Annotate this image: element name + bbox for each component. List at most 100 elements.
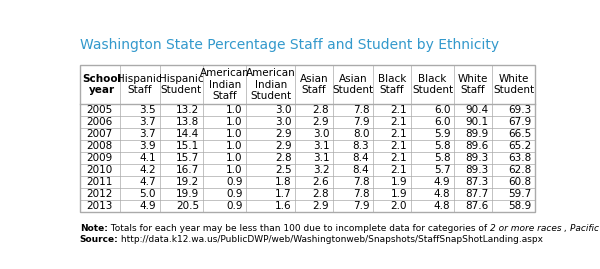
- Text: Totals for each year may be less than 100 due to incomplete data for categories : Totals for each year may be less than 10…: [107, 224, 490, 233]
- Text: 58.9: 58.9: [508, 201, 532, 211]
- Text: 2.0: 2.0: [391, 201, 407, 211]
- Text: 2005: 2005: [86, 105, 113, 115]
- Text: Source:: Source:: [80, 235, 118, 244]
- Text: 2.6: 2.6: [313, 177, 329, 187]
- Text: 4.1: 4.1: [139, 153, 156, 163]
- Text: 13.2: 13.2: [176, 105, 199, 115]
- Text: 2.1: 2.1: [391, 117, 407, 127]
- Text: 2013: 2013: [86, 201, 113, 211]
- Text: 7.8: 7.8: [353, 177, 370, 187]
- Text: 63.8: 63.8: [508, 153, 532, 163]
- Text: 3.1: 3.1: [313, 141, 329, 151]
- Text: Black
Staff: Black Staff: [378, 74, 406, 95]
- Text: 5.8: 5.8: [434, 141, 451, 151]
- Bar: [80, 65, 535, 213]
- Text: 2008: 2008: [86, 141, 113, 151]
- Text: 2.9: 2.9: [313, 117, 329, 127]
- Text: 7.9: 7.9: [353, 117, 370, 127]
- Text: 2.9: 2.9: [275, 141, 292, 151]
- Text: 87.7: 87.7: [465, 189, 488, 199]
- Text: 1.7: 1.7: [275, 189, 292, 199]
- Text: 2.8: 2.8: [313, 105, 329, 115]
- Text: 3.5: 3.5: [139, 105, 156, 115]
- Text: Asian
Student: Asian Student: [332, 74, 374, 95]
- Text: 1.0: 1.0: [226, 105, 242, 115]
- Text: 15.1: 15.1: [176, 141, 199, 151]
- Text: 1.0: 1.0: [226, 129, 242, 139]
- Text: 2.1: 2.1: [391, 153, 407, 163]
- Text: 2012: 2012: [86, 189, 113, 199]
- Text: 19.9: 19.9: [176, 189, 199, 199]
- Text: Washington State Percentage Staff and Student by Ethnicity: Washington State Percentage Staff and St…: [80, 38, 499, 52]
- Text: 90.1: 90.1: [465, 117, 488, 127]
- Text: 5.9: 5.9: [434, 129, 451, 139]
- Text: American
Indian
Student: American Indian Student: [246, 68, 296, 101]
- Text: Pacific Islander: Pacific Islander: [569, 224, 600, 233]
- Text: 62.8: 62.8: [508, 165, 532, 175]
- Text: 2 or more races: 2 or more races: [490, 224, 561, 233]
- Text: 8.4: 8.4: [353, 165, 370, 175]
- Text: 5.7: 5.7: [434, 165, 451, 175]
- Text: 16.7: 16.7: [176, 165, 199, 175]
- Text: Black
Student: Black Student: [412, 74, 453, 95]
- Text: 2.9: 2.9: [275, 129, 292, 139]
- Text: ,: ,: [561, 224, 569, 233]
- Text: 89.6: 89.6: [465, 141, 488, 151]
- Text: 2.1: 2.1: [391, 105, 407, 115]
- Text: 6.0: 6.0: [434, 105, 451, 115]
- Text: 8.3: 8.3: [353, 141, 370, 151]
- Text: 2007: 2007: [86, 129, 113, 139]
- Text: 1.6: 1.6: [275, 201, 292, 211]
- Text: 19.2: 19.2: [176, 177, 199, 187]
- Text: 3.7: 3.7: [139, 117, 156, 127]
- Text: 66.5: 66.5: [508, 129, 532, 139]
- Text: 7.8: 7.8: [353, 189, 370, 199]
- Text: 8.4: 8.4: [353, 153, 370, 163]
- Text: 14.4: 14.4: [176, 129, 199, 139]
- Text: 15.7: 15.7: [176, 153, 199, 163]
- Text: 3.0: 3.0: [275, 117, 292, 127]
- Text: 1.9: 1.9: [391, 189, 407, 199]
- Text: 90.4: 90.4: [465, 105, 488, 115]
- Text: 2.1: 2.1: [391, 129, 407, 139]
- Text: 2.5: 2.5: [275, 165, 292, 175]
- Text: 59.7: 59.7: [508, 189, 532, 199]
- Text: 20.5: 20.5: [176, 201, 199, 211]
- Text: Asian
Staff: Asian Staff: [300, 74, 328, 95]
- Text: 4.8: 4.8: [434, 201, 451, 211]
- Text: Hispanic
Student: Hispanic Student: [159, 74, 203, 95]
- Text: http://data.k12.wa.us/PublicDWP/web/Washingtonweb/Snapshots/StaffSnapShotLanding: http://data.k12.wa.us/PublicDWP/web/Wash…: [118, 235, 544, 244]
- Text: 2011: 2011: [86, 177, 113, 187]
- Text: 2.1: 2.1: [391, 165, 407, 175]
- Text: Note:: Note:: [80, 224, 107, 233]
- Text: 89.9: 89.9: [465, 129, 488, 139]
- Text: 87.6: 87.6: [465, 201, 488, 211]
- Text: 1.0: 1.0: [226, 141, 242, 151]
- Text: 1.0: 1.0: [226, 165, 242, 175]
- Text: 69.3: 69.3: [508, 105, 532, 115]
- Text: 4.7: 4.7: [139, 177, 156, 187]
- Text: 89.3: 89.3: [465, 153, 488, 163]
- Text: White
Student: White Student: [493, 74, 534, 95]
- Text: 0.9: 0.9: [226, 201, 242, 211]
- Text: 5.0: 5.0: [139, 189, 156, 199]
- Text: 8.0: 8.0: [353, 129, 370, 139]
- Text: 4.9: 4.9: [434, 177, 451, 187]
- Text: School
year: School year: [82, 74, 121, 95]
- Text: 13.8: 13.8: [176, 117, 199, 127]
- Text: 1.9: 1.9: [391, 177, 407, 187]
- Text: 0.9: 0.9: [226, 189, 242, 199]
- Text: White
Staff: White Staff: [458, 74, 488, 95]
- Text: 6.0: 6.0: [434, 117, 451, 127]
- Text: 4.2: 4.2: [139, 165, 156, 175]
- Text: 3.9: 3.9: [139, 141, 156, 151]
- Text: 4.8: 4.8: [434, 189, 451, 199]
- Text: 67.9: 67.9: [508, 117, 532, 127]
- Text: 89.3: 89.3: [465, 165, 488, 175]
- Text: 3.0: 3.0: [275, 105, 292, 115]
- Text: 5.8: 5.8: [434, 153, 451, 163]
- Text: 65.2: 65.2: [508, 141, 532, 151]
- Text: 3.1: 3.1: [313, 153, 329, 163]
- Text: 2010: 2010: [86, 165, 113, 175]
- Text: 60.8: 60.8: [509, 177, 532, 187]
